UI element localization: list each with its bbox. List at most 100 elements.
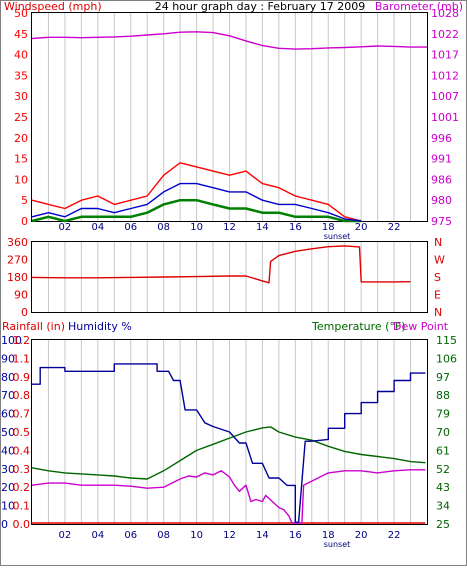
hour-tick-label: 06	[124, 530, 137, 541]
compass-tick-label: N	[434, 236, 442, 249]
wind-average-series-line	[31, 182, 362, 222]
humidity-tick-label: 50	[1, 426, 15, 439]
rain-humidity-ticks: 0 10 20 30 40 50 60 70 80 90 100 0.0 0.1 0.2 0.3 0.4 0.5…	[1, 334, 457, 541]
temperature-tick-label: 25	[436, 518, 450, 531]
hour-tick-label: 22	[388, 222, 401, 233]
wind-barometer-series	[31, 31, 427, 223]
hour-tick-label: 14	[256, 222, 269, 233]
rain-humidity-temperature-chart: 0 10 20 30 40 50 60 70 80 90 100 0.0 0.1 0.2 0.3 0.4 0.5…	[1, 320, 457, 549]
temperature-tick-label: 106	[436, 352, 457, 365]
hour-tick-label: 18	[322, 530, 335, 541]
sunset-label: sunset	[324, 232, 351, 241]
humidity-tick-label: 90	[1, 352, 15, 365]
barometer-tick-label: 1007	[431, 90, 459, 103]
hour-tick-label: 14	[256, 530, 269, 541]
hour-tick-label: 20	[355, 530, 368, 541]
barometer-tick-label: 975	[431, 215, 452, 228]
windspeed-tick-label: 35	[14, 69, 28, 82]
temperature-tick-label: 79	[436, 408, 450, 421]
barometer-axis-label: Barometer (mb)	[375, 0, 463, 13]
humidity-series-line	[32, 363, 426, 523]
windspeed-tick-label: 10	[14, 173, 28, 186]
windspeed-tick-label: 50	[14, 7, 28, 20]
rainfall-tick-label: 0.7	[13, 408, 31, 421]
direction-tick-label: 90	[14, 289, 28, 302]
rainfall-tick-label: 0.2	[13, 481, 31, 494]
chart-title: 24 hour graph day : February 17 2009	[155, 0, 366, 13]
temperature-axis-label: Temperature (°F)	[311, 320, 406, 333]
hour-tick-label: 12	[223, 530, 236, 541]
barometer-tick-label: 986	[431, 173, 452, 186]
rainfall-tick-label: 0.5	[13, 426, 31, 439]
hour-tick-label: 16	[289, 530, 302, 541]
rainfall-tick-label: 0.8	[13, 389, 31, 402]
barometer-tick-label: 980	[431, 194, 452, 207]
temperature-tick-label: 88	[436, 389, 450, 402]
humidity-tick-label: 80	[1, 371, 15, 384]
humidity-tick-label: 30	[1, 463, 15, 476]
hour-tick-label: 18	[322, 222, 335, 233]
wind-barometer-ticks: 0 5 10 15 20 25 30 35 40 45 50 975 980 986 991 996 1001 1…	[14, 7, 459, 233]
windspeed-tick-label: 45	[14, 28, 28, 41]
dewpoint-series-line	[31, 469, 426, 524]
hour-tick-label: 16	[289, 222, 302, 233]
humidity-tick-label: 100	[1, 334, 22, 347]
hour-tick-label: 12	[223, 222, 236, 233]
rainfall-tick-label: 1.1	[13, 352, 31, 365]
humidity-tick-label: 60	[1, 408, 15, 421]
hour-tick-label: 20	[355, 222, 368, 233]
wind-gust-series-line	[31, 162, 362, 222]
wind-barometer-chart: 0 5 10 15 20 25 30 35 40 45 50 975 980 986 991 996 1001 1…	[4, 0, 463, 241]
humidity-tick-label: 0	[1, 518, 8, 531]
rain-humidity-series	[31, 363, 426, 524]
compass-tick-label: N	[434, 306, 442, 319]
direction-tick-label: 0	[21, 306, 28, 319]
barometer-tick-label: 991	[431, 153, 452, 166]
hour-tick-label: 04	[91, 222, 104, 233]
hour-tick-label: 02	[59, 222, 72, 233]
temperature-tick-label: 52	[436, 463, 450, 476]
hour-tick-label: 08	[157, 222, 170, 233]
windspeed-tick-label: 20	[14, 132, 28, 145]
temperature-tick-label: 97	[436, 371, 450, 384]
windspeed-tick-label: 30	[14, 90, 28, 103]
windspeed-tick-label: 0	[21, 215, 28, 228]
hour-tick-label: 10	[190, 222, 203, 233]
compass-tick-label: S	[434, 271, 441, 284]
rainfall-tick-label: 0.0	[13, 518, 31, 531]
humidity-tick-label: 40	[1, 444, 15, 457]
hour-tick-label: 22	[388, 530, 401, 541]
wind-direction-series-line	[31, 245, 411, 284]
temperature-tick-label: 34	[436, 500, 450, 513]
hour-tick-label: 06	[124, 222, 137, 233]
dewpoint-axis-label: Dew Point	[393, 320, 449, 333]
temperature-series-line	[31, 426, 426, 480]
humidity-tick-label: 70	[1, 389, 15, 402]
windspeed-tick-label: 40	[14, 49, 28, 62]
hour-tick-label: 10	[190, 530, 203, 541]
compass-tick-label: W	[434, 254, 445, 267]
rainfall-tick-label: 0.1	[13, 500, 31, 513]
humidity-axis-label: Humidity %	[68, 320, 132, 333]
temperature-tick-label: 61	[436, 444, 450, 457]
wind-green-series-line	[31, 198, 362, 223]
barometer-tick-label: 1028	[431, 7, 459, 20]
windspeed-tick-label: 15	[14, 153, 28, 166]
windspeed-tick-label: 25	[14, 111, 28, 124]
humidity-tick-label: 10	[1, 500, 15, 513]
direction-tick-label: 270	[7, 254, 28, 267]
humidity-tick-label: 20	[1, 481, 15, 494]
rainfall-axis-label: Rainfall (in)	[2, 320, 65, 333]
rainfall-tick-label: 0.4	[13, 444, 31, 457]
barometer-tick-label: 996	[431, 132, 452, 145]
direction-tick-label: 180	[7, 271, 28, 284]
windspeed-axis-label: Windspeed (mph)	[4, 0, 102, 13]
hour-tick-label: 02	[59, 530, 72, 541]
rainfall-tick-label: 0.3	[13, 463, 31, 476]
temperature-tick-label: 43	[436, 481, 450, 494]
temperature-tick-label: 115	[436, 334, 457, 347]
hour-tick-label: 04	[91, 530, 104, 541]
barometer-tick-label: 1022	[431, 28, 459, 41]
